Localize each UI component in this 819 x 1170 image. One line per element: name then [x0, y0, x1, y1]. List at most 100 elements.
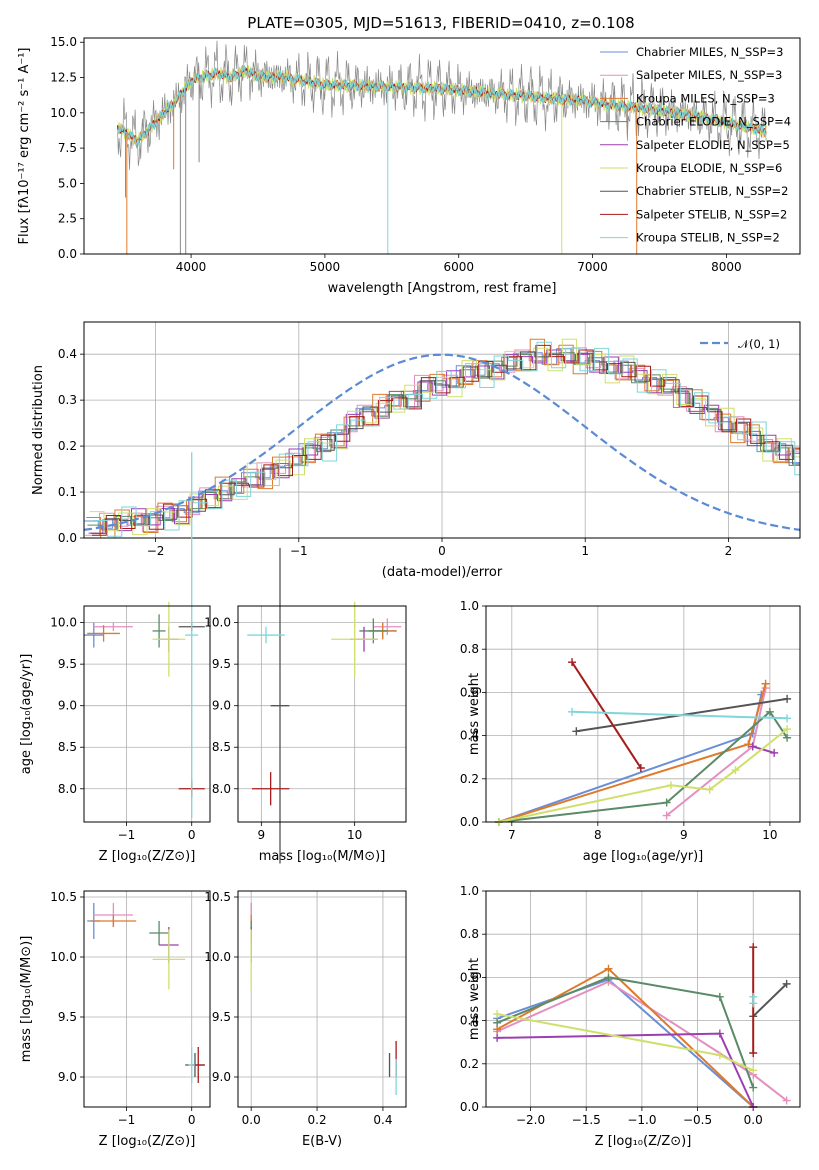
massweight-vs-Z-ytick-label: 0.4: [460, 1014, 479, 1028]
spectrum-xlabel: wavelength [Angstrom, rest frame]: [328, 281, 557, 296]
residuals-xtick-label: 2: [725, 544, 733, 558]
mass-vs-EBV-frame: [237, 890, 407, 1108]
massweight-vs-Z-xtick-label: 0.0: [744, 1113, 763, 1127]
residuals-xtick-label: 0: [438, 544, 446, 558]
mass-vs-Z-ytick-label: 9.0: [58, 1070, 77, 1084]
residuals-ytick-label: 0.0: [58, 531, 77, 545]
legend-label: Kroupa ELODIE, N_SSP=6: [636, 161, 782, 175]
massweight-vs-Z-xtick-label: −1.0: [627, 1113, 656, 1127]
mass-vs-EBV-ytick-label: 10.5: [204, 890, 231, 904]
massweight-vs-age-point: [666, 781, 675, 790]
massweight-vs-age-ytick-label: 0.2: [460, 772, 479, 786]
residual-histogram-series: [92, 344, 800, 536]
spectrum-ytick-label: 5.0: [58, 176, 77, 190]
mass-vs-Z-ytick-label: 10.0: [50, 950, 77, 964]
residuals-frame: [83, 321, 801, 539]
residuals-xtick-label: −2: [147, 544, 165, 558]
mass-vs-Z-ytick-label: 10.5: [50, 890, 77, 904]
massweight-vs-age-xtick-label: 7: [508, 828, 516, 842]
massweight-vs-age-frame: [485, 605, 801, 823]
age-vs-mass-xtick-label: 9: [258, 828, 266, 842]
mass-vs-EBV-ytick-label: 9.5: [212, 1010, 231, 1024]
spectrum-xtick-label: 7000: [577, 260, 608, 274]
age-vs-Z-frame: [83, 605, 211, 823]
massweight-vs-age-series-line: [571, 661, 642, 769]
age-vs-mass-xlabel: mass [log₁₀(M/M⊙)]: [259, 849, 386, 864]
massweight-vs-age-point: [770, 748, 779, 757]
residual-histogram-series: [87, 352, 800, 531]
mass-vs-EBV-ytick-label: 10.0: [204, 950, 231, 964]
massweight-vs-age-axes: [482, 605, 800, 826]
spectrum-xtick-label: 4000: [176, 260, 207, 274]
age-vs-Z-xtick-label: −1: [118, 828, 136, 842]
massweight-vs-age-series-line: [752, 745, 775, 754]
legend-label: Chabrier ELODIE, N_SSP=4: [636, 115, 791, 129]
massweight-vs-age-point: [761, 679, 770, 688]
residuals-xtick-label: 1: [581, 544, 589, 558]
age-vs-mass-frame: [237, 605, 407, 823]
age-vs-Z-ytick-label: 8.0: [58, 782, 77, 796]
massweight-vs-Z-series-line: [496, 980, 788, 1102]
residual-histogram-series: [89, 338, 800, 536]
gaussian-legend-label: 𝒩(0, 1): [738, 337, 780, 351]
legend-label: Salpeter STELIB, N_SSP=2: [636, 207, 787, 221]
residuals-xlabel: (data-model)/error: [382, 565, 503, 580]
massweight-vs-age-point: [748, 742, 757, 751]
mass-vs-EBV-xtick-label: 0.0: [242, 1113, 261, 1127]
spectrum-ytick-label: 10.0: [50, 106, 77, 120]
massweight-vs-Z-point: [749, 943, 758, 952]
massweight-vs-Z-point: [493, 1010, 502, 1019]
massweight-vs-age-point: [783, 733, 792, 742]
residuals-xtick-label: −1: [290, 544, 308, 558]
mass-vs-EBV-xtick-label: 0.2: [308, 1113, 327, 1127]
mass-vs-Z-ytick-label: 9.5: [58, 1010, 77, 1024]
massweight-vs-Z-point: [749, 1049, 758, 1057]
massweight-vs-Z-point: [604, 973, 613, 982]
spectrum-series-line: [117, 65, 767, 146]
age-vs-Z-ytick-label: 9.0: [58, 699, 77, 713]
massweight-vs-age-point: [568, 658, 577, 667]
massweight-vs-Z-xtick-label: −0.5: [683, 1113, 712, 1127]
massweight-vs-Z-series-line: [496, 976, 755, 1088]
mass-vs-EBV-xlabel: E(B-V): [302, 1134, 342, 1149]
mass-vs-EBV-axes: [234, 891, 406, 1111]
gaussian-curve: [83, 353, 801, 531]
mass-vs-Z-axes: [80, 891, 210, 1111]
massweight-vs-age-ytick-label: 0.4: [460, 729, 479, 743]
massweight-vs-Z-point: [782, 979, 791, 988]
age-vs-mass-ytick-label: 8.5: [212, 740, 231, 754]
massweight-vs-age-series-line: [571, 710, 788, 720]
massweight-vs-Z-point: [749, 1083, 758, 1092]
massweight-vs-age-ytick-label: 0.0: [460, 815, 479, 829]
residuals-ytick-label: 0.2: [58, 439, 77, 453]
age-vs-Z-ytick-label: 9.5: [58, 657, 77, 671]
massweight-vs-age-point: [783, 694, 792, 703]
age-vs-Z-ytick-label: 8.5: [58, 740, 77, 754]
age-vs-Z-axes: [80, 606, 210, 826]
massweight-vs-age-point: [783, 725, 792, 734]
massweight-vs-Z-point: [749, 992, 758, 1001]
residual-histogram-series: [93, 341, 800, 537]
massweight-vs-age-point: [568, 707, 577, 716]
massweight-vs-Z-point: [493, 1033, 502, 1042]
age-vs-Z-xtick-label: 0: [188, 828, 196, 842]
massweight-vs-Z-point: [782, 1096, 791, 1105]
plot-layer: 4000 5000 6000 7000 80000.02.55.07.510.012.5…: [17, 35, 801, 1149]
mass-vs-Z-ylabel: mass [log₁₀(M/M⊙)]: [19, 936, 34, 1063]
spectrum-ylabel: Flux [fλ10⁻¹⁷ erg cm⁻² s⁻¹ A⁻¹]: [17, 48, 32, 245]
age-vs-Z-ytick-label: 10.0: [50, 616, 77, 630]
massweight-vs-age-point: [783, 714, 792, 723]
age-vs-mass-ytick-label: 8.0: [212, 782, 231, 796]
spectrum-ytick-label: 2.5: [58, 212, 77, 226]
massweight-vs-age-xtick-label: 9: [680, 828, 688, 842]
massweight-vs-Z-ytick-label: 0.6: [460, 970, 479, 984]
massweight-vs-age-ylabel: mass weight: [467, 673, 482, 755]
spectrum-axes: [80, 41, 727, 258]
residuals-ylabel: Normed distribution: [31, 365, 46, 495]
age-vs-mass-ytick-label: 9.5: [212, 657, 231, 671]
age-vs-mass-axes: [234, 606, 406, 826]
spectrum-ytick-label: 0.0: [58, 247, 77, 261]
massweight-vs-age-point: [765, 707, 774, 716]
massweight-vs-Z-ylabel: mass weight: [467, 958, 482, 1040]
spectrum-frame: [83, 37, 801, 255]
